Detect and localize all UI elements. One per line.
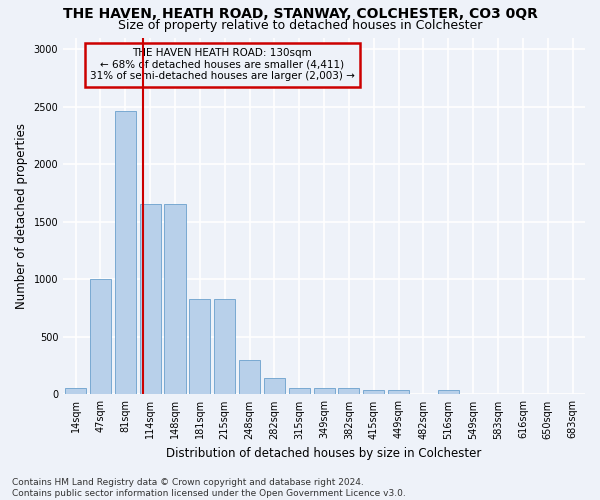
Bar xyxy=(65,388,86,394)
Bar xyxy=(338,388,359,394)
Bar xyxy=(438,390,459,394)
Bar xyxy=(289,388,310,394)
Text: Size of property relative to detached houses in Colchester: Size of property relative to detached ho… xyxy=(118,19,482,32)
Bar xyxy=(388,390,409,394)
Bar xyxy=(115,111,136,395)
Y-axis label: Number of detached properties: Number of detached properties xyxy=(15,123,28,309)
X-axis label: Distribution of detached houses by size in Colchester: Distribution of detached houses by size … xyxy=(166,447,482,460)
Text: THE HAVEN HEATH ROAD: 130sqm
← 68% of detached houses are smaller (4,411)
31% of: THE HAVEN HEATH ROAD: 130sqm ← 68% of de… xyxy=(90,48,355,82)
Bar xyxy=(239,360,260,394)
Bar xyxy=(140,204,161,394)
Bar xyxy=(189,299,211,394)
Text: THE HAVEN, HEATH ROAD, STANWAY, COLCHESTER, CO3 0QR: THE HAVEN, HEATH ROAD, STANWAY, COLCHEST… xyxy=(62,8,538,22)
Text: Contains HM Land Registry data © Crown copyright and database right 2024.
Contai: Contains HM Land Registry data © Crown c… xyxy=(12,478,406,498)
Bar xyxy=(164,204,185,394)
Bar xyxy=(264,378,285,394)
Bar xyxy=(314,388,335,394)
Bar xyxy=(90,280,111,394)
Bar xyxy=(214,299,235,394)
Bar xyxy=(363,390,385,394)
